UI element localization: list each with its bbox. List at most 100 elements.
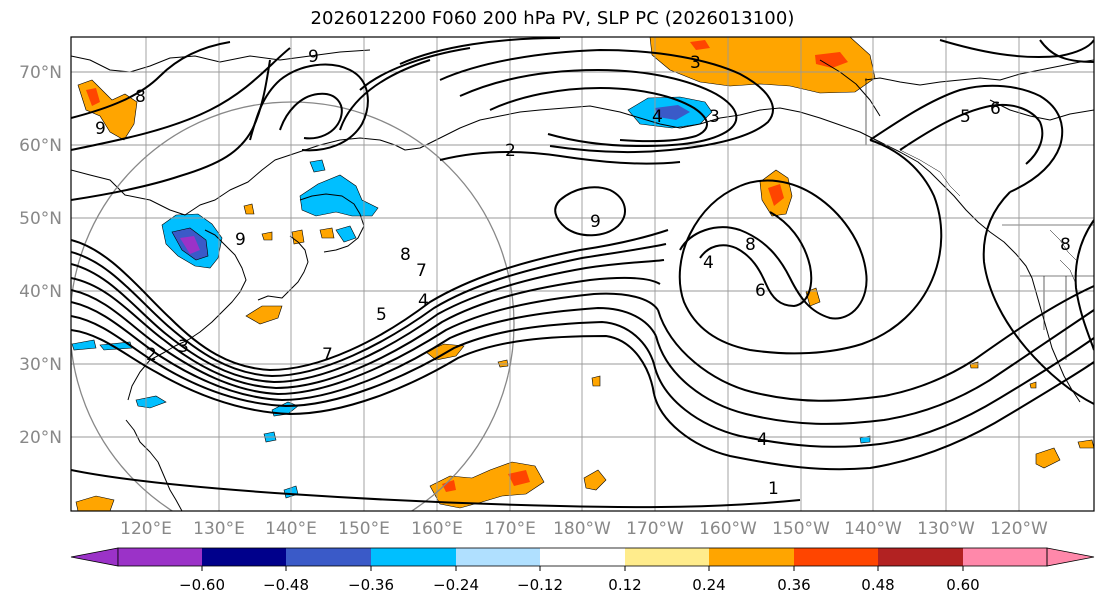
lon-label-120e: 120°E (120, 519, 172, 539)
anomaly-positive-japan-2 (291, 229, 305, 245)
colorbar-bin-4 (371, 548, 456, 566)
lon-label-160e: 160°E (411, 519, 463, 539)
lon-label-130w: 130°W (917, 519, 975, 539)
anomaly-positive-south-2 (583, 469, 607, 491)
lat-label-40n: 40°N (19, 282, 62, 302)
anomaly-positive-east-4 (1029, 381, 1037, 389)
lat-label-20n: 20°N (19, 428, 62, 448)
contour-label-6-a: 6 (755, 281, 766, 301)
contour-label-9-b: 9 (95, 119, 106, 139)
anomaly-positive-japan-3 (319, 227, 335, 239)
colorbar: −0.60 −0.48 −0.36 −0.24 −0.12 0.12 0.24 … (70, 547, 1095, 594)
contour-label-9-d: 9 (235, 230, 246, 250)
colorbar-bin-10 (878, 548, 963, 566)
anomaly-positive-japan-5 (261, 231, 273, 241)
contour-label-9-c: 9 (590, 212, 601, 232)
contour-label-9-a: 9 (308, 47, 319, 67)
lon-label-120w: 120°W (990, 519, 1048, 539)
anomaly-negative-kamchatka-3 (335, 225, 357, 243)
lon-label-160w: 160°W (699, 519, 757, 539)
colorbar-bin-5 (456, 548, 540, 566)
graticule (71, 37, 1094, 511)
contour-label-4-a: 4 (418, 291, 429, 311)
colorbar-bin-11 (963, 548, 1047, 566)
anomaly-positive-arctic (649, 37, 876, 94)
contour-label-8-c: 8 (745, 235, 756, 255)
contour-label-7-a: 7 (416, 261, 427, 281)
anomaly-strong-arctic-2 (690, 40, 710, 50)
colorbar-bin-7 (625, 548, 709, 566)
anomaly-positive-southwest (75, 495, 115, 511)
lon-label-180w: 180°W (553, 519, 611, 539)
contour-label-8-d: 8 (1060, 235, 1071, 255)
anomaly-positive-central-3 (591, 375, 601, 387)
anomaly-positive-east-1 (1035, 447, 1061, 469)
lon-label-150w: 150°W (772, 519, 830, 539)
anomaly-strong-arctic (815, 52, 848, 68)
colorbar-bin-9 (794, 548, 878, 566)
lat-label-60n: 60°N (19, 136, 62, 156)
lon-label-170w: 170°W (626, 519, 684, 539)
map-frame (70, 36, 1095, 512)
contour-label-6-b: 6 (990, 99, 1001, 119)
coastlines (71, 49, 1094, 511)
contour-lines (71, 37, 1094, 509)
contour-label-3-a: 3 (690, 53, 701, 73)
colorbar-tick-3: −0.36 (348, 576, 394, 594)
contour-label-2-a: 2 (505, 141, 516, 161)
anomaly-positive-east-3 (969, 361, 979, 369)
colorbar-extend-high (1046, 547, 1095, 567)
contour-label-2-b: 2 (146, 345, 157, 365)
colorbar-extend-low (70, 547, 119, 567)
colorbar-bin-3 (286, 548, 371, 566)
lon-label-150e: 150°E (338, 519, 390, 539)
colorbar-bin-1 (118, 548, 202, 566)
anomaly-strong-alaska (768, 184, 784, 206)
anomaly-positive-central-2 (497, 359, 509, 368)
contour-label-8-b: 8 (135, 87, 146, 107)
contour-label-8-a: 8 (400, 245, 411, 265)
colorbar-bin-2 (202, 548, 286, 566)
anomaly-strong-negative-korea (180, 236, 200, 254)
colorbar-tick-6: 0.12 (608, 576, 641, 594)
anomaly-strong-negative-bering (655, 105, 690, 120)
anomaly-negative-kamchatka-2 (309, 159, 326, 173)
contour-label-group: 9 9 9 9 8 8 8 8 7 7 6 6 5 5 4 4 4 4 3 3 … (95, 47, 1071, 499)
latitude-labels: 70°N 60°N 50°N 40°N 30°N 20°N (19, 63, 62, 448)
colorbar-tick-5: −0.12 (517, 576, 563, 594)
colorbar-tick-2: −0.48 (263, 576, 309, 594)
colorbar-tick-8: 0.36 (777, 576, 810, 594)
contour-label-3-b: 3 (178, 337, 189, 357)
anomaly-negative-west-1 (99, 341, 133, 351)
contour-label-4-b: 4 (703, 253, 714, 273)
contour-label-4-c: 4 (652, 107, 663, 127)
map-title: 2026012200 F060 200 hPa PV, SLP PC (2026… (310, 8, 795, 29)
contour-label-3-c: 3 (709, 107, 720, 127)
anomaly-strong-south-2 (508, 470, 530, 486)
anomaly-strong-south-1 (442, 480, 456, 492)
lat-label-70n: 70°N (19, 63, 62, 83)
colorbar-tick-9: 0.48 (861, 576, 894, 594)
lon-label-140e: 140°E (265, 519, 317, 539)
anomaly-positive-japan-1 (245, 305, 283, 325)
lat-label-30n: 30°N (19, 355, 62, 375)
anomaly-positive-east-2 (1077, 439, 1094, 449)
colorbar-frame (117, 547, 1048, 567)
lat-label-50n: 50°N (19, 209, 62, 229)
lon-label-130e: 130°E (193, 519, 245, 539)
contour-label-5-b: 5 (960, 107, 971, 127)
lon-label-170e: 170°E (484, 519, 536, 539)
contour-label-5-a: 5 (376, 305, 387, 325)
colorbar-tick-7: 0.24 (692, 576, 725, 594)
colorbar-tick-4: −0.24 (433, 576, 479, 594)
land-detail (899, 149, 1077, 285)
colorbar-bin-8 (709, 548, 794, 566)
anomaly-negative-west-2 (71, 339, 97, 351)
contour-label-4-d: 4 (757, 430, 768, 450)
lon-label-140w: 140°W (844, 519, 902, 539)
colorbar-bin-6 (540, 548, 625, 566)
colorbar-tick-1: −0.60 (179, 576, 225, 594)
colorbar-tick-10: 0.60 (946, 576, 979, 594)
map-background (71, 37, 1094, 511)
